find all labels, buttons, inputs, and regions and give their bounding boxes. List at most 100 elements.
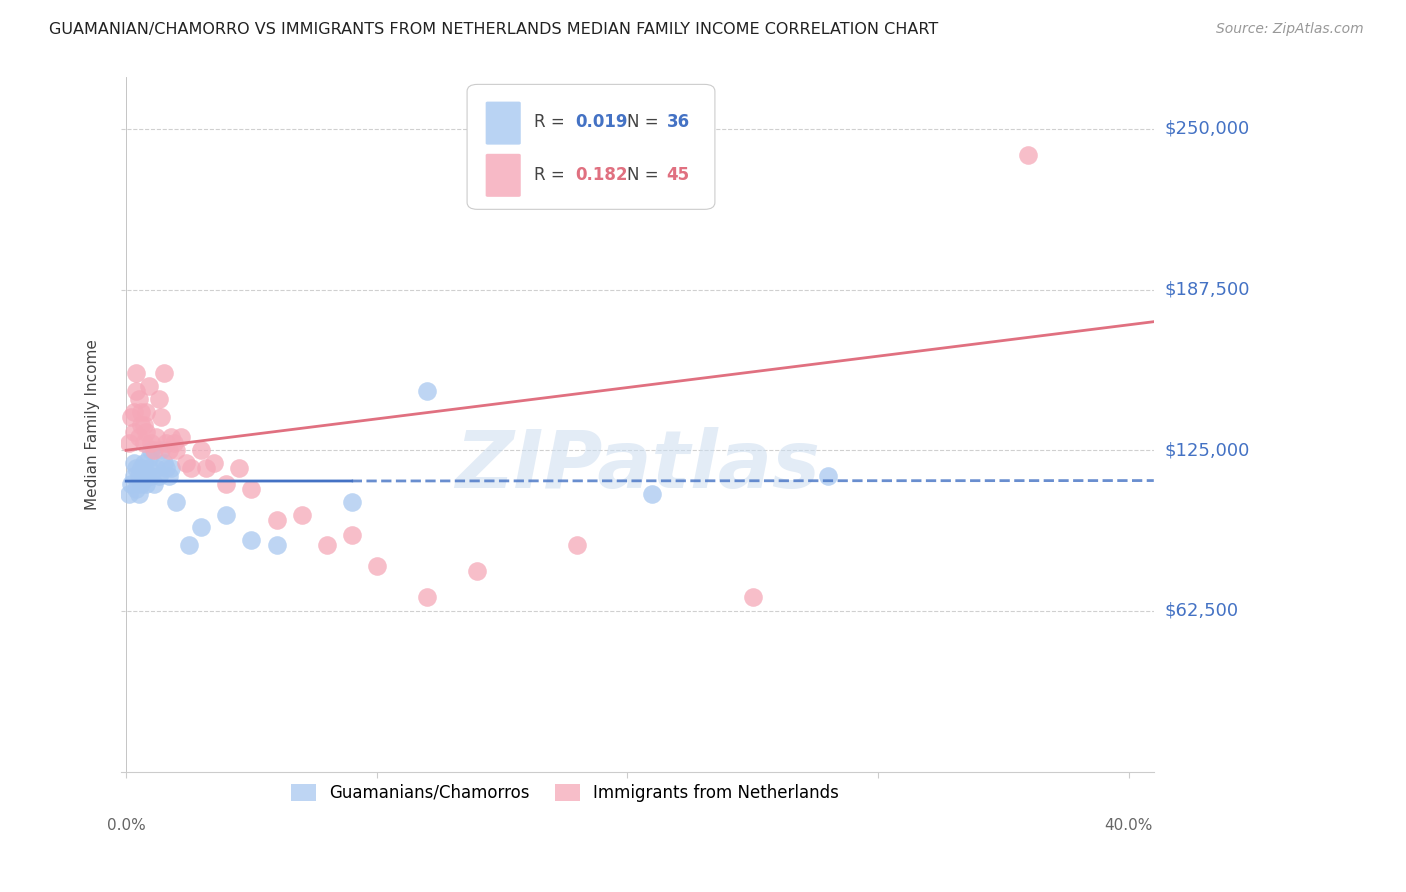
FancyBboxPatch shape [485,102,520,145]
Point [567,538,589,552]
Point [122,456,145,470]
Point [142,443,165,458]
Point [291,508,314,522]
Text: $62,500: $62,500 [1166,602,1239,620]
Point [122,425,145,440]
Point [125,384,148,398]
Legend: Guamanians/Chamorros, Immigrants from Netherlands: Guamanians/Chamorros, Immigrants from Ne… [284,777,846,808]
Point [132,435,155,450]
Text: R =: R = [534,113,571,131]
Point [163,435,186,450]
Point [228,461,250,475]
Point [160,430,183,444]
Text: 0.182: 0.182 [575,166,628,184]
Point [125,461,148,475]
Point [240,482,263,496]
Text: Source: ZipAtlas.com: Source: ZipAtlas.com [1216,22,1364,37]
Point [416,590,439,604]
Point [148,392,170,406]
Point [120,409,142,424]
Point [215,508,238,522]
Point [142,476,165,491]
Point [240,533,263,548]
Point [132,456,155,470]
Text: N =: N = [627,166,664,184]
Point [128,430,150,444]
Point [176,456,198,470]
Point [315,538,337,552]
Point [155,435,177,450]
Point [190,520,212,534]
Text: 36: 36 [666,113,689,131]
Point [157,443,180,458]
Point [141,435,163,450]
Text: GUAMANIAN/CHAMORRO VS IMMIGRANTS FROM NETHERLANDS MEDIAN FAMILY INCOME CORRELATI: GUAMANIAN/CHAMORRO VS IMMIGRANTS FROM NE… [49,22,938,37]
Point [195,461,218,475]
Point [122,405,145,419]
Point [190,443,212,458]
Point [641,487,664,501]
Point [122,469,145,483]
Text: 0.0%: 0.0% [107,818,146,833]
Point [215,476,238,491]
Text: 0.019: 0.019 [575,113,628,131]
Point [132,471,155,485]
Point [177,538,200,552]
Point [120,476,142,491]
Point [128,392,150,406]
Point [145,430,167,444]
Point [128,469,150,483]
Point [1017,147,1039,161]
Point [129,461,152,475]
Point [266,513,288,527]
Point [180,461,202,475]
Point [135,425,157,440]
Point [741,590,763,604]
Point [165,494,187,508]
Text: 40.0%: 40.0% [1105,818,1153,833]
Point [118,487,141,501]
Point [135,467,157,481]
Text: 45: 45 [666,166,689,184]
Point [165,443,187,458]
Point [129,417,152,432]
Point [132,417,155,432]
Point [465,564,488,578]
Point [152,366,174,380]
Y-axis label: Median Family Income: Median Family Income [86,339,100,510]
Text: N =: N = [627,113,664,131]
Text: $250,000: $250,000 [1166,120,1250,138]
Point [138,379,160,393]
Point [340,494,363,508]
Point [152,456,174,470]
Point [150,409,173,424]
Point [135,476,157,491]
Point [141,443,163,458]
Point [128,487,150,501]
Point [157,469,180,483]
Text: $125,000: $125,000 [1166,442,1250,459]
Point [266,538,288,552]
Point [125,366,148,380]
Point [118,435,141,450]
Text: R =: R = [534,166,571,184]
Point [416,384,439,398]
Point [145,461,167,475]
Point [170,430,193,444]
FancyBboxPatch shape [467,85,714,210]
Point [148,469,170,483]
Text: $187,500: $187,500 [1166,281,1250,299]
Point [202,456,225,470]
Point [141,469,163,483]
Point [817,469,839,483]
FancyBboxPatch shape [485,153,520,197]
Point [129,405,152,419]
Point [340,528,363,542]
Point [366,558,388,573]
Point [138,450,160,465]
Point [155,461,177,475]
Point [135,405,157,419]
Point [138,461,160,475]
Text: ZIPatlas: ZIPatlas [456,427,820,505]
Point [150,443,173,458]
